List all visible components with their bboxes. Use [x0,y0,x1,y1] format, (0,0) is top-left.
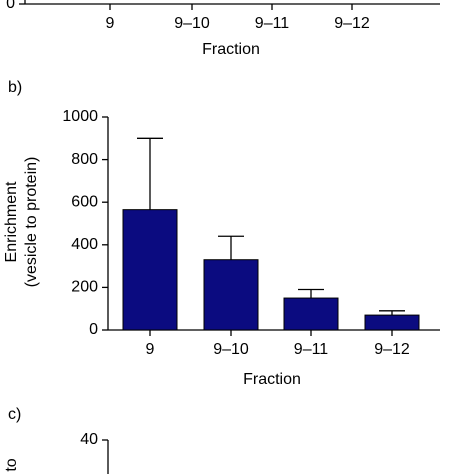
y-tick-label: 0 [6,0,15,12]
bar [364,314,420,331]
y-tick-label: 0 [89,321,98,338]
y-tick-label: 40 [80,431,98,448]
x-tick-label: 9–10 [213,341,249,358]
y-tick-label: 400 [71,236,98,253]
y-axis-label: Enrichment [3,181,20,262]
x-tick-label: 9 [146,341,155,358]
x-tick-label: 9–12 [374,341,410,358]
y-tick-label: 800 [71,151,98,168]
x-tick-label: 9–11 [294,341,329,358]
x-axis-label: Fraction [243,371,301,388]
bar [203,259,259,331]
bar [122,209,178,331]
x-tick-label: 9–12 [334,15,370,32]
panel-label: c) [8,406,21,423]
x-tick-label: 9–10 [174,15,210,32]
x-axis-label: Fraction [202,41,260,58]
panel-label: b) [8,79,22,96]
x-tick-label: 9–11 [255,15,290,32]
y-axis-label: to [3,458,20,471]
x-tick-label: 9 [106,15,115,32]
bar [283,297,339,331]
y-tick-label: 600 [71,193,98,210]
y-axis-label: (vesicle to protein) [23,157,40,288]
y-tick-label: 1000 [62,108,98,125]
y-tick-label: 200 [71,279,98,296]
